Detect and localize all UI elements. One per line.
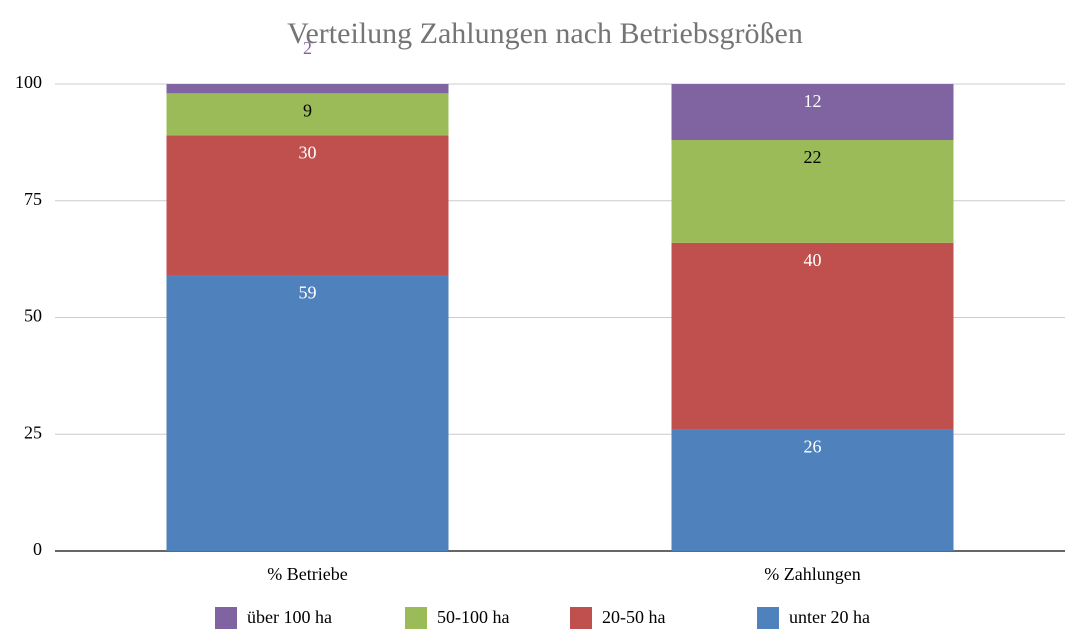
y-tick-label: 75: [24, 189, 42, 209]
bar-segment: [166, 93, 449, 136]
legend-swatch: [215, 607, 237, 629]
data-label: 2: [303, 38, 312, 58]
y-tick-label: 25: [24, 422, 42, 442]
x-tick-label: % Zahlungen: [764, 564, 860, 584]
bar-segment: [166, 84, 449, 94]
y-tick-label: 50: [24, 306, 42, 326]
legend-swatch: [757, 607, 779, 629]
data-label: 26: [804, 437, 822, 457]
data-label: 40: [804, 250, 822, 270]
chart-title: Verteilung Zahlungen nach Betriebsgrößen: [287, 17, 803, 50]
data-label: 30: [299, 142, 317, 162]
legend-label: 20-50 ha: [602, 607, 665, 627]
bar-segment: [166, 275, 449, 551]
bar-segment: [166, 135, 449, 276]
data-label: 12: [804, 91, 822, 111]
bar-segment: [671, 429, 954, 551]
x-tick-label: % Betriebe: [267, 564, 347, 584]
y-tick-label: 0: [33, 539, 42, 559]
legend-swatch: [570, 607, 592, 629]
legend-label: unter 20 ha: [789, 607, 870, 627]
y-tick-label: 100: [15, 72, 42, 92]
data-label: 9: [303, 100, 312, 120]
data-label: 22: [804, 147, 822, 167]
legend-label: über 100 ha: [247, 607, 332, 627]
bar-segment: [671, 140, 954, 243]
bar-segment: [671, 84, 954, 141]
legend-swatch: [405, 607, 427, 629]
data-label: 59: [299, 283, 317, 303]
bar-segment: [671, 242, 954, 430]
legend-label: 50-100 ha: [437, 607, 509, 627]
